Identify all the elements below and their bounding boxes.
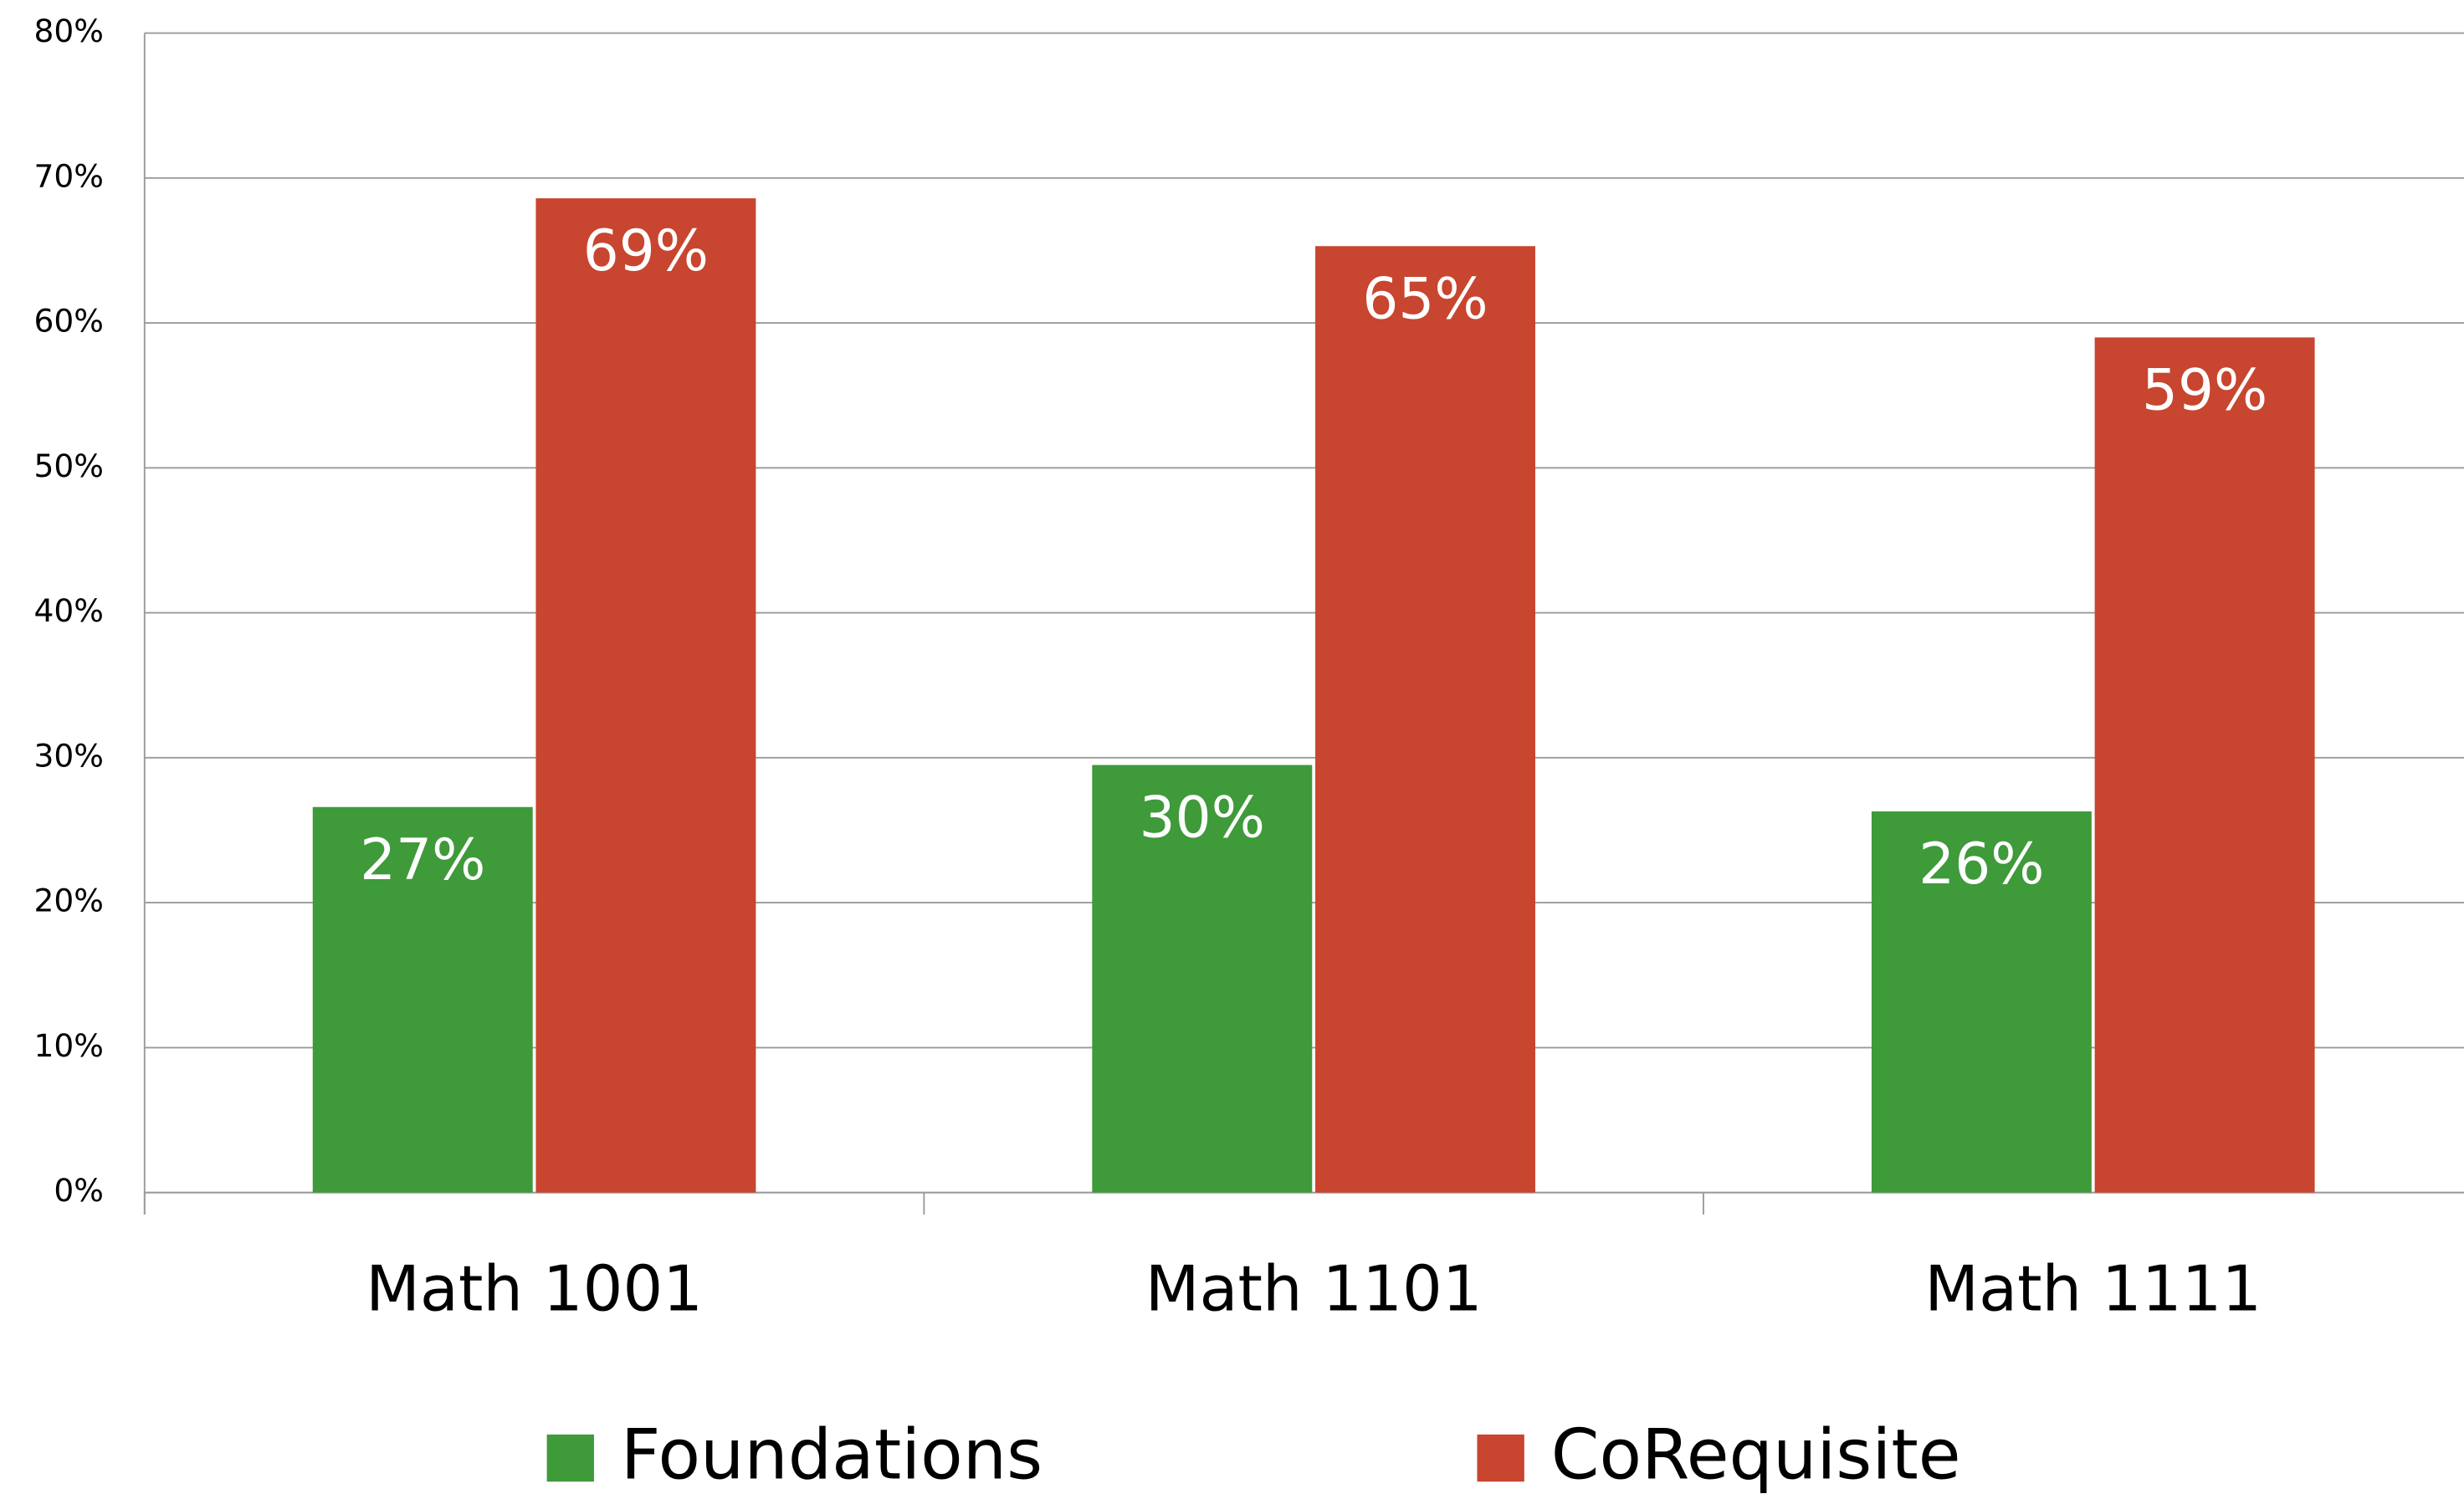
- legend-swatch: [1477, 1434, 1524, 1482]
- legend-label: Foundations: [621, 1415, 1042, 1495]
- legend-swatch: [546, 1434, 594, 1482]
- bar: [1871, 811, 2092, 1193]
- data-label: 26%: [1918, 831, 2044, 897]
- legend-label: CoRequisite: [1551, 1415, 1961, 1495]
- x-tick-label: Math 1001: [366, 1251, 703, 1325]
- bar: [535, 198, 756, 1193]
- y-tick-label: 40%: [33, 592, 103, 629]
- data-label: 59%: [2142, 357, 2267, 423]
- x-tick-label: Math 1111: [1924, 1251, 2262, 1325]
- bar: [1315, 246, 1535, 1193]
- bar: [312, 806, 533, 1193]
- y-tick-label: 70%: [33, 157, 103, 194]
- y-tick-label: 80%: [33, 13, 103, 49]
- y-tick-label: 30%: [33, 737, 103, 774]
- data-label: 30%: [1140, 785, 1265, 851]
- data-label: 69%: [583, 217, 709, 284]
- bar: [2094, 337, 2315, 1193]
- bar: [1092, 765, 1313, 1193]
- y-tick-label: 0%: [54, 1172, 104, 1209]
- x-tick-label: Math 1101: [1145, 1251, 1483, 1325]
- y-tick-label: 20%: [33, 883, 103, 919]
- data-label: 65%: [1362, 265, 1488, 331]
- data-label: 27%: [360, 826, 485, 893]
- y-tick-label: 60%: [33, 303, 103, 340]
- y-tick-label: 50%: [33, 448, 103, 484]
- y-tick-label: 10%: [33, 1027, 103, 1064]
